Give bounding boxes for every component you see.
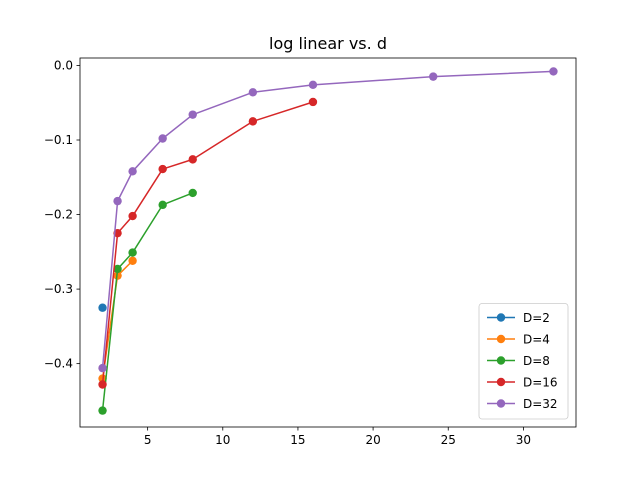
legend-label-d-16: D=16 [523,376,558,390]
data-point-d-32 [98,363,107,373]
x-tick-label: 5 [144,433,152,447]
data-point-d-32 [429,72,438,81]
data-point-d-32 [248,88,258,97]
data-point-d-32 [308,80,318,90]
legend-marker-d-16 [496,377,506,387]
y-tick-label: −0.1 [44,133,73,147]
data-point-d-2 [98,303,107,312]
plot-area [98,67,558,415]
x-tick-label: 25 [441,433,456,447]
legend-label-d-4: D=4 [523,333,550,347]
data-point-d-16 [98,380,107,389]
legend-marker-d-32 [496,399,506,408]
y-tick-label: −0.2 [44,208,73,222]
data-point-d-8 [188,188,197,198]
data-point-d-16 [188,155,197,164]
data-point-d-32 [188,110,197,119]
data-point-d-8 [98,406,107,415]
chart-title: log linear vs. d [269,34,387,53]
legend-marker-d-8 [496,356,506,365]
data-point-d-16 [128,211,137,221]
y-tick-label: −0.4 [44,357,73,371]
axes-frame [79,57,577,428]
y-tick-label: 0.0 [54,58,73,72]
legend-label-d-32: D=32 [523,397,558,411]
legend-label-d-8: D=8 [523,354,550,368]
x-tick-label: 30 [516,433,531,447]
data-point-d-32 [158,134,167,143]
x-tick-label: 15 [290,433,305,447]
data-point-d-32 [113,196,122,206]
x-tick-label: 20 [365,433,380,447]
data-point-d-16 [308,97,318,107]
data-point-d-16 [248,117,258,126]
legend-box [478,303,569,420]
legend-label-d-2: D=2 [523,311,550,325]
x-tick-label: 10 [215,433,230,447]
axes: 5 10 15 20 25 30 0.0 −0.1 −0.2 −0.3 −0.4 [44,57,577,447]
y-tick-label: −0.3 [44,282,73,296]
legend-marker-d-4 [496,334,506,344]
legend: D=2 D=4 D=8 D=16 D=32 [478,303,569,420]
data-point-d-8 [113,264,122,274]
data-point-d-4 [128,256,137,265]
legend-marker-d-2 [496,313,506,322]
data-point-d-32 [549,67,558,76]
data-point-d-16 [158,164,167,174]
data-point-d-32 [128,167,137,176]
data-point-d-8 [128,248,137,257]
data-point-d-8 [158,200,167,210]
